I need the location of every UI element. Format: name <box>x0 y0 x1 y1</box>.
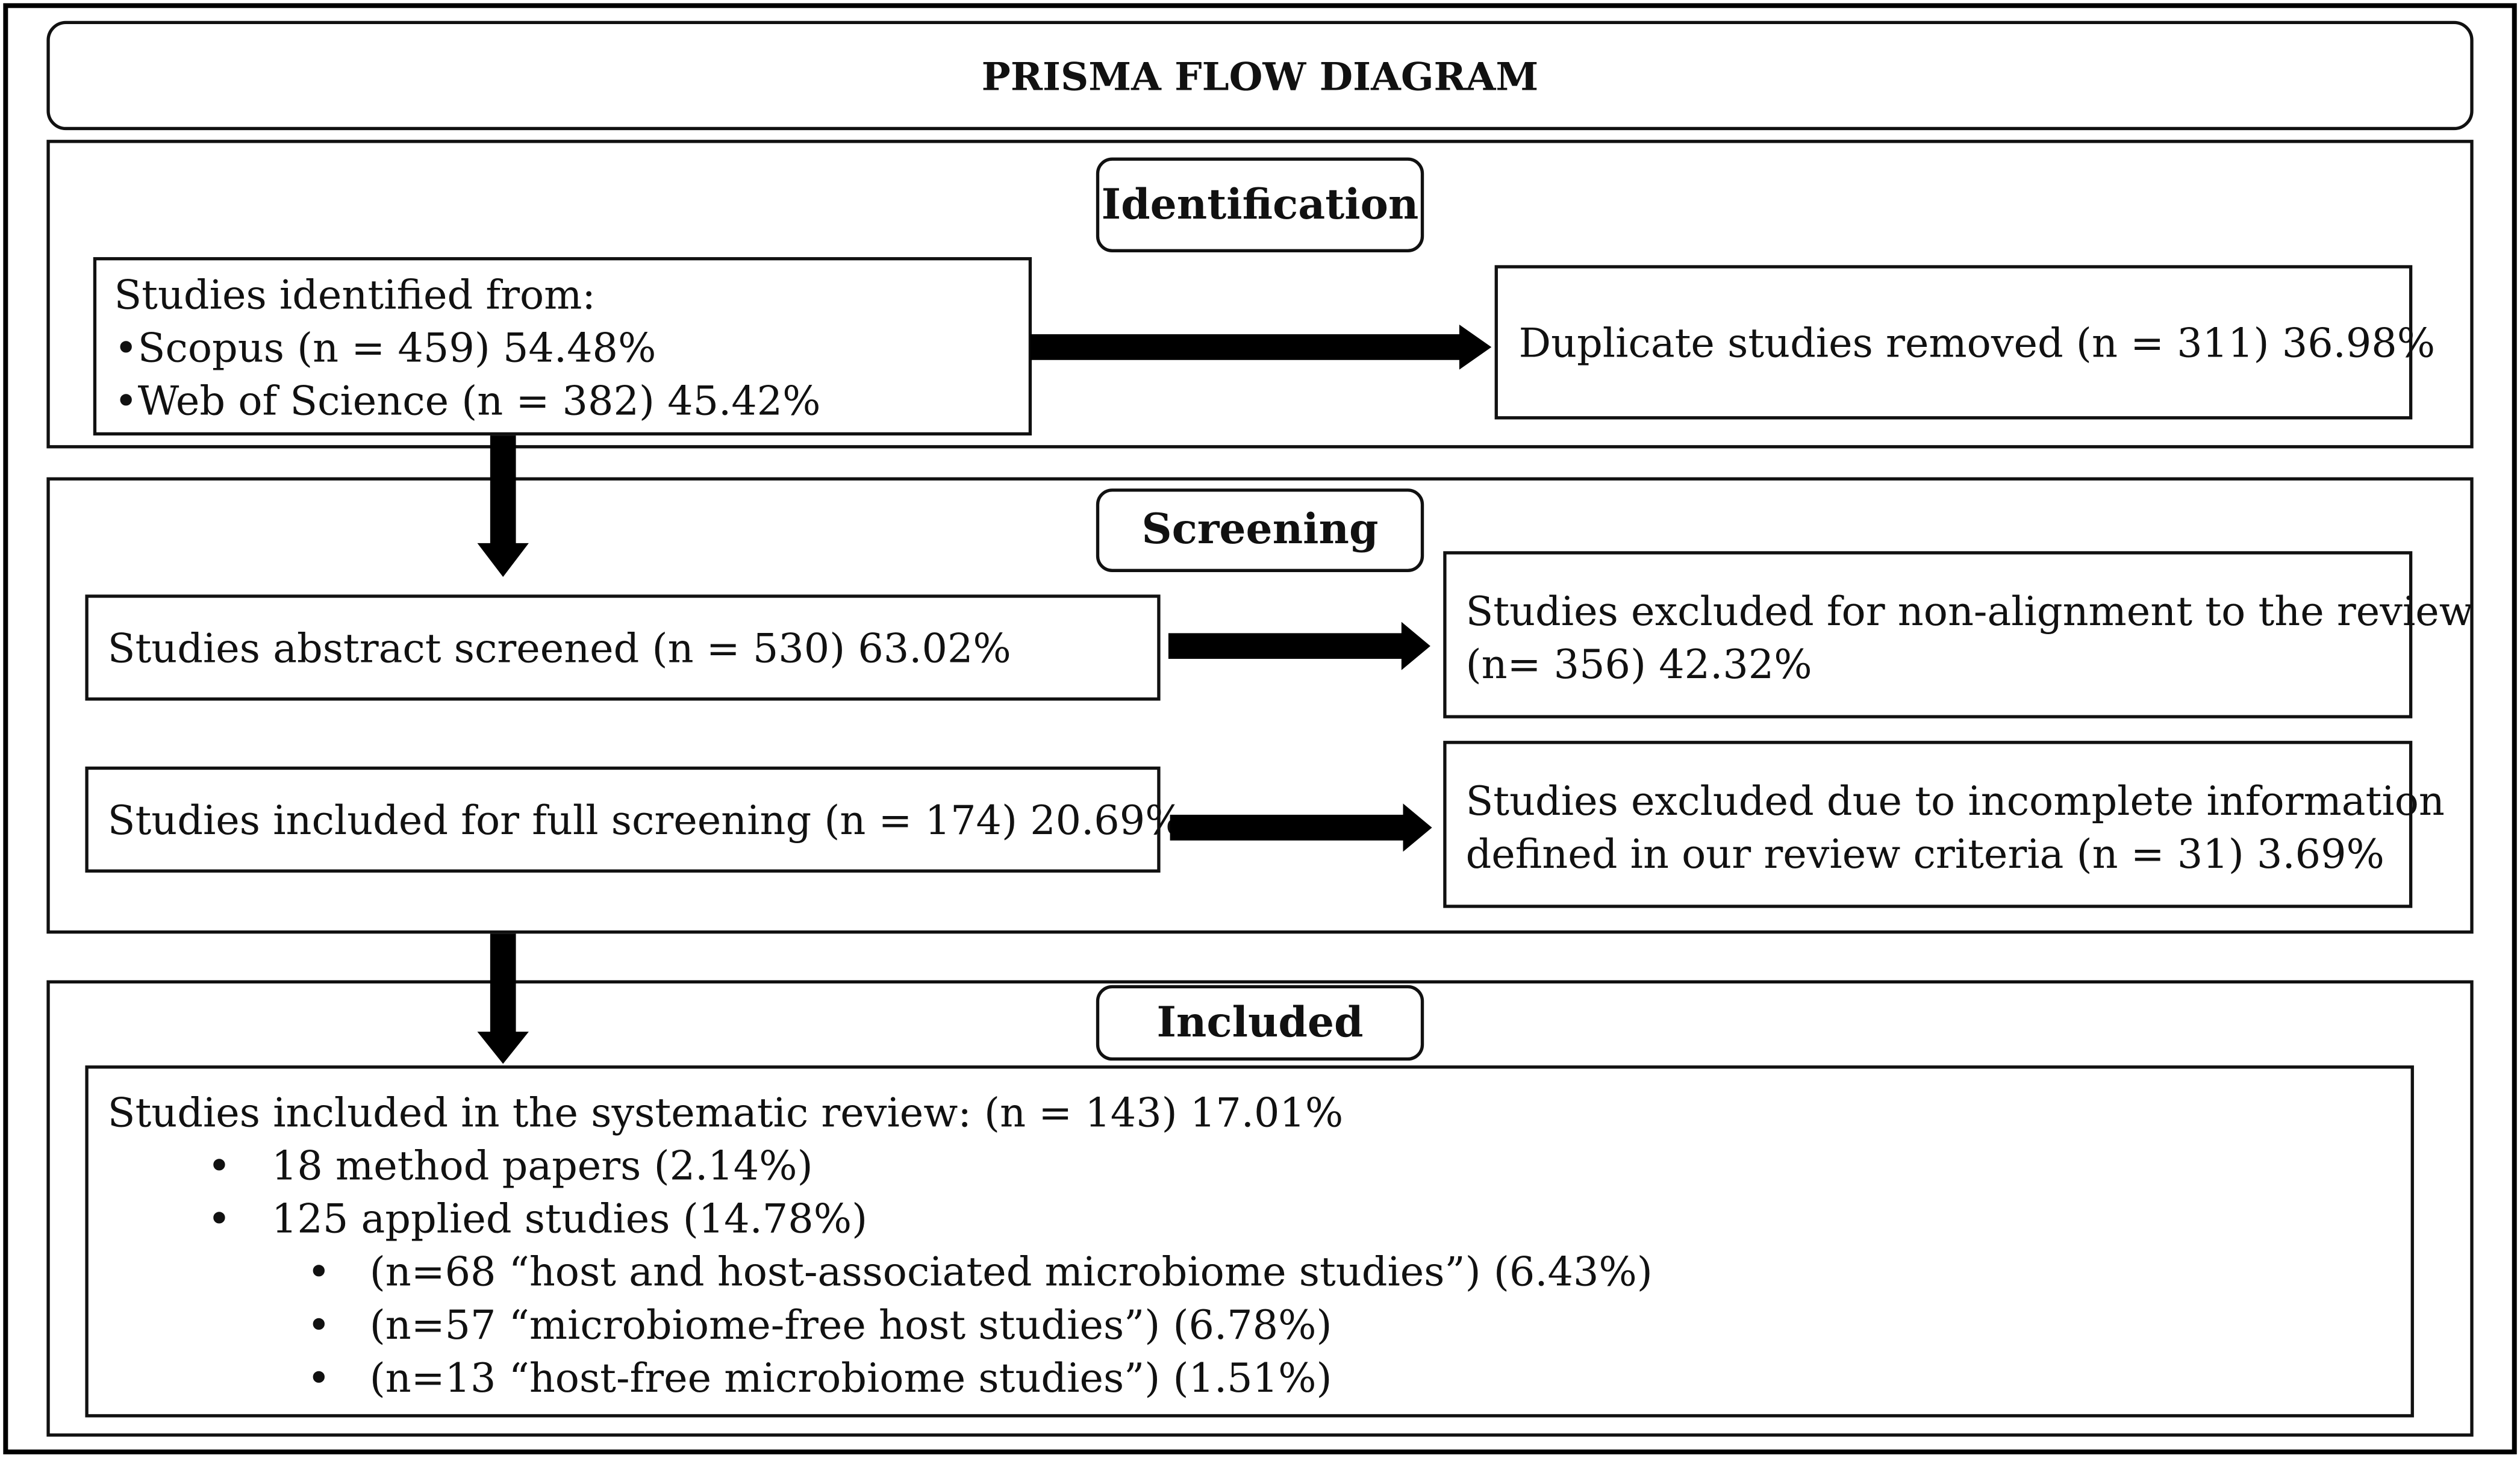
excluded-incomplete-line2: defined in our review criteria (n = 31) … <box>1465 830 2384 877</box>
arrow-identification-to-screening <box>477 435 529 577</box>
list-item-method-papers: • 18 method papers (2.14%) <box>108 1139 2411 1192</box>
included-label: Included <box>1096 985 1424 1061</box>
duplicates-text: Duplicate studies removed (n = 311) 36.9… <box>1518 319 2436 366</box>
abstract-screened-box: Studies abstract screened (n = 530) 63.0… <box>85 594 1161 701</box>
method-papers-text: 18 method papers (2.14%) <box>271 1142 813 1189</box>
arrow-abstract-to-excluded <box>1168 622 1430 670</box>
sublist-item-host-free: • (n=13 “host-free microbiome studies”) … <box>108 1351 2411 1404</box>
identified-studies-box: Studies identified from: •Scopus (n = 45… <box>93 257 1032 436</box>
bullet: • <box>307 1354 331 1401</box>
host-associated-text: (n=68 “host and host-associated microbio… <box>369 1248 1653 1295</box>
included-heading: Studies included in the systematic revie… <box>107 1089 1344 1136</box>
arrow-screening-to-included <box>477 933 529 1064</box>
included-studies-box: Studies included in the systematic revie… <box>85 1065 2414 1418</box>
sublist-item-host-associated: • (n=68 “host and host-associated microb… <box>108 1245 2411 1298</box>
bullet: • <box>207 1142 231 1189</box>
identified-heading: Studies identified from: <box>114 271 596 319</box>
excluded-incomplete-box: Studies excluded due to incomplete infor… <box>1443 741 2445 908</box>
excluded-nonalignment-line1: Studies excluded for non-alignment to th… <box>1465 588 2474 635</box>
full-screening-text: Studies included for full screening (n =… <box>107 796 1184 843</box>
identification-label: Identification <box>1096 157 1424 252</box>
bullet: • <box>307 1301 331 1348</box>
arrow-full-screening-to-excluded <box>1170 803 1432 852</box>
source-scopus: •Scopus (n = 459) 54.48% <box>114 325 657 372</box>
excluded-nonalignment-box: Studies excluded for non-alignment to th… <box>1443 551 2474 718</box>
bullet: • <box>207 1195 231 1242</box>
applied-studies-text: 125 applied studies (14.78%) <box>271 1195 868 1242</box>
duplicates-removed-box: Duplicate studies removed (n = 311) 36.9… <box>1494 265 2435 420</box>
outer-frame <box>3 3 2517 1454</box>
bullet: • <box>307 1248 331 1295</box>
sublist-item-microbiome-free: • (n=57 “microbiome-free host studies”) … <box>108 1298 2411 1351</box>
excluded-nonalignment-line2: (n= 356) 42.32% <box>1465 641 1812 688</box>
excluded-incomplete-line1: Studies excluded due to incomplete infor… <box>1465 777 2445 824</box>
microbiome-free-text: (n=57 “microbiome-free host studies”) (6… <box>369 1301 1332 1348</box>
source-web-of-science: •Web of Science (n = 382) 45.42% <box>114 378 821 425</box>
list-item-applied-studies: • 125 applied studies (14.78%) <box>108 1192 2411 1245</box>
diagram-title: PRISMA FLOW DIAGRAM <box>981 52 1539 99</box>
abstract-screened-text: Studies abstract screened (n = 530) 63.0… <box>107 624 1011 671</box>
screening-label: Screening <box>1096 488 1424 572</box>
host-free-text: (n=13 “host-free microbiome studies”) (1… <box>369 1354 1332 1401</box>
full-screening-box: Studies included for full screening (n =… <box>85 766 1184 873</box>
arrow-identified-to-duplicates <box>1030 325 1492 370</box>
title-banner: PRISMA FLOW DIAGRAM <box>46 20 2474 131</box>
